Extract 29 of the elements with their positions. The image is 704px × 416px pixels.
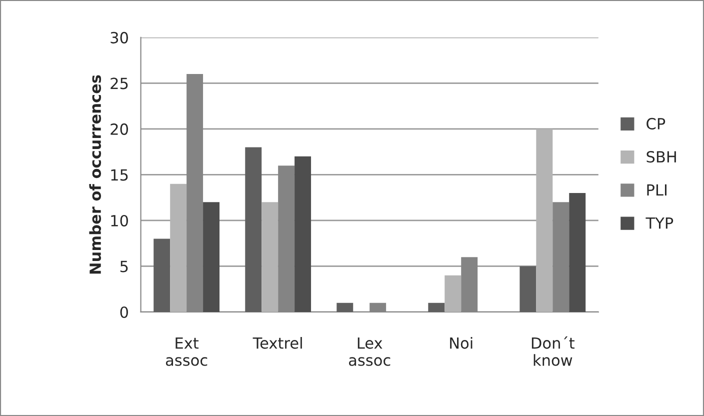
bar [336, 302, 354, 312]
y-tick-label: 20 [110, 123, 128, 135]
x-tick-label: Noi [450, 337, 472, 349]
bar [520, 266, 536, 312]
x-tick-label: Lex assoc [349, 337, 390, 366]
y-tick-label: 30 [110, 32, 128, 44]
x-tick-label: Don´t know [532, 336, 574, 366]
bar [262, 202, 278, 312]
bar [245, 147, 262, 312]
bar [428, 302, 445, 312]
x-tick-label: Ext assoc [166, 337, 208, 366]
y-axis-title: Number of occurrences [89, 75, 102, 274]
bar [154, 238, 170, 312]
y-tick-label: 0 [120, 306, 128, 318]
bar [203, 202, 220, 312]
legend-label: TYP [646, 217, 674, 229]
legend-label: CP [646, 118, 666, 130]
legend-label: PLI [647, 184, 666, 196]
y-tick-label: 10 [111, 214, 128, 226]
legend-label: SBH [646, 151, 676, 163]
bar [569, 193, 586, 312]
y-tick-label: 5 [120, 260, 128, 272]
bar [444, 275, 462, 312]
y-tick-label: 25 [110, 78, 128, 90]
bar [536, 128, 553, 312]
y-tick-label: 15 [111, 169, 128, 181]
bar [170, 184, 187, 312]
x-tick-label: Textrel [252, 337, 302, 349]
bar [294, 156, 312, 312]
